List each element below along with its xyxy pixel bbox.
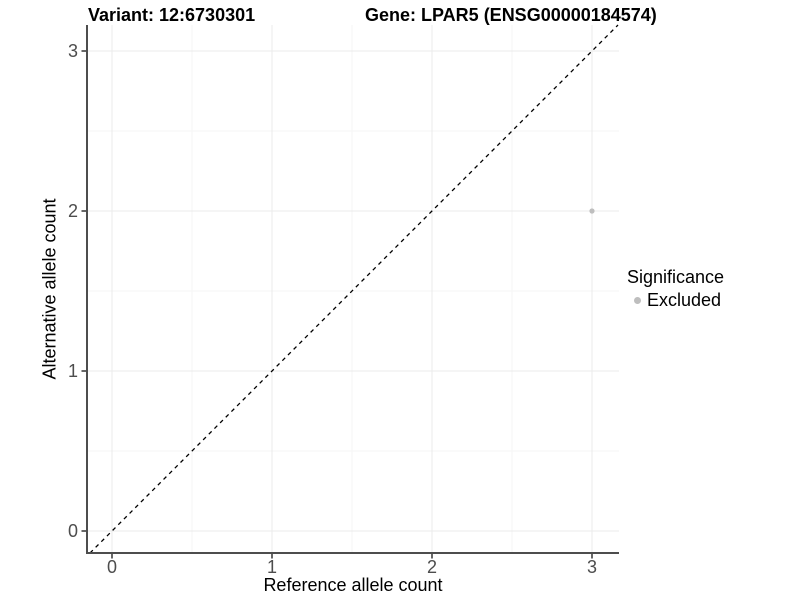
y-tick-label: 0 [68,521,78,541]
y-tick-label: 2 [68,201,78,221]
legend: Significance Excluded [627,267,724,310]
data-point [589,208,595,214]
x-tick-label: 0 [107,557,117,577]
x-tick-label: 1 [267,557,277,577]
legend-item-excluded: Excluded [627,290,724,310]
excluded-point-icon [634,296,641,304]
gene-title: Gene: LPAR5 (ENSG00000184574) [365,5,657,25]
identity-dashed-line [89,24,619,554]
y-tick-label: 1 [68,361,78,381]
legend-title: Significance [627,267,725,287]
legend-item-label: Excluded [647,290,722,310]
x-axis-label: Reference allele count [263,575,443,595]
x-tick-label: 3 [587,557,597,577]
x-tick-label: 2 [427,557,437,577]
variant-title: Variant: 12:6730301 [88,5,256,25]
y-tick-label: 3 [68,41,78,61]
y-axis-label: Alternative allele count [39,198,60,380]
